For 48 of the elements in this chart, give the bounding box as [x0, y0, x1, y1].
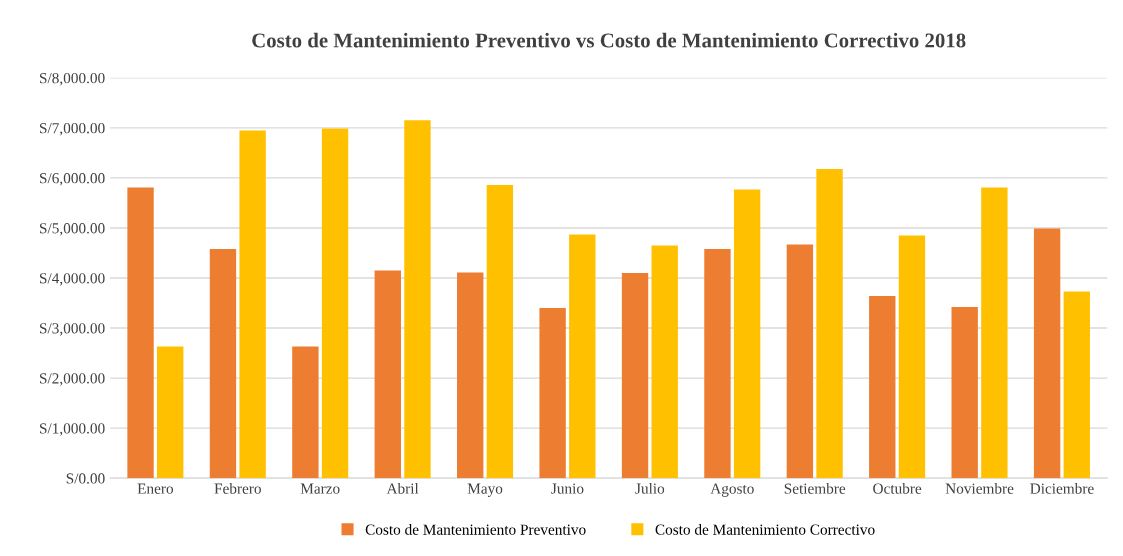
y-tick-label: S/6,000.00	[40, 173, 105, 186]
legend-label: Costo de Mantenimiento Preventivo	[365, 524, 586, 535]
y-tick-label: S/3,000.00	[40, 323, 105, 336]
bar	[1033, 228, 1061, 479]
x-tick-label: Mayo	[467, 483, 503, 497]
y-tick-label: S/2,000.00	[40, 373, 105, 386]
bar	[486, 184, 514, 479]
bar	[816, 168, 843, 479]
bar	[651, 245, 678, 479]
y-tick-label: S/4,000.00	[40, 273, 105, 286]
x-tick-label: Junio	[551, 483, 584, 494]
bar	[209, 248, 237, 479]
bar	[621, 273, 649, 479]
bar	[239, 130, 266, 479]
legend-label: Costo de Mantenimiento Correctivo	[655, 524, 875, 535]
bar	[951, 307, 978, 479]
bar	[157, 346, 184, 479]
bar	[569, 234, 596, 479]
x-tick-label: Febrero	[214, 483, 261, 494]
bar	[374, 270, 401, 479]
bar	[292, 346, 319, 479]
bar	[704, 248, 731, 479]
bar	[786, 244, 814, 479]
y-tick-label: S/7,000.00	[40, 123, 105, 136]
y-tick-label: S/1,000.00	[40, 423, 105, 436]
y-tick-label: S/5,000.00	[40, 223, 105, 236]
x-tick-label: Noviembre	[945, 483, 1014, 494]
bar	[404, 120, 431, 479]
bar	[733, 189, 761, 479]
x-tick-label: Abril	[386, 483, 419, 494]
x-tick-label: Julio	[635, 483, 665, 494]
x-tick-label: Enero	[137, 483, 174, 494]
bar	[898, 235, 926, 479]
x-tick-label: Agosto	[710, 483, 754, 497]
bar	[869, 296, 896, 479]
y-tick-label: S/8,000.00	[40, 72, 105, 86]
chart-title: Costo de Mantenimiento Preventivo vs Costo de Mantenimiento Correctivo 2018	[252, 32, 966, 48]
bar	[457, 272, 484, 479]
x-tick-label: Setiembre	[784, 483, 846, 494]
bar	[127, 187, 154, 479]
x-tick-label: Octubre	[873, 483, 922, 494]
bar	[321, 128, 349, 479]
bar	[1063, 291, 1090, 479]
bar	[539, 308, 566, 479]
bar	[981, 187, 1008, 479]
y-tick-label: S/0.00	[66, 473, 105, 484]
x-tick-label: Diciembre	[1030, 483, 1094, 494]
x-tick-label: Marzo	[300, 483, 340, 494]
